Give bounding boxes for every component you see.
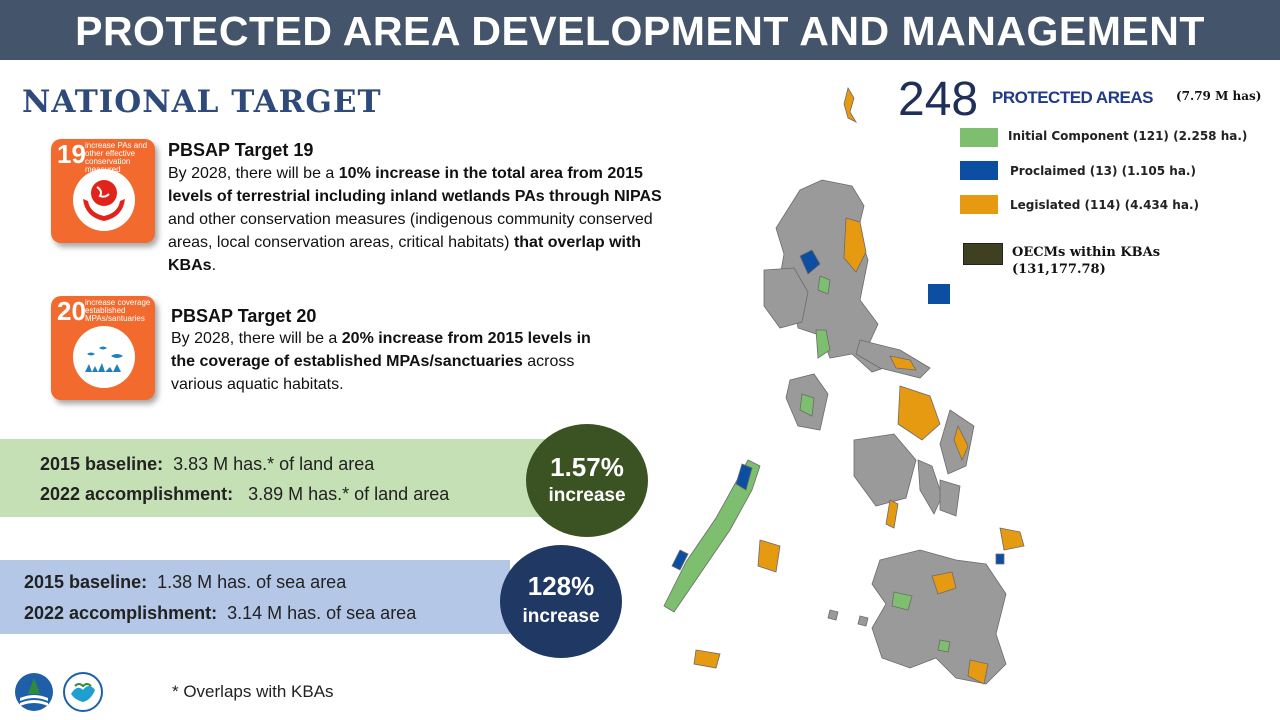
legend-swatch-legislated — [960, 195, 998, 214]
target-text-run: . — [211, 257, 217, 274]
legend-legislated: Legislated (114) (4.434 ha.) — [1010, 198, 1199, 212]
pa-count-label: PROTECTED AREAS — [992, 88, 1153, 107]
sea-baseline: 2015 baseline: 1.38 M has. of sea area — [24, 572, 347, 592]
land-increase-badge: 1.57% increase — [526, 424, 648, 537]
pa-area-total: (7.79 M has) — [1176, 89, 1262, 103]
land-stats-band — [0, 439, 560, 517]
section-heading: NATIONAL TARGET — [22, 84, 382, 120]
sea-percent: 128% — [527, 571, 595, 601]
target-text-run: 20% increase from 2015 levels in the cov… — [171, 330, 591, 370]
target-19-heading: PBSAP Target 19 — [168, 140, 314, 160]
legend-initial-component: Initial Component (121) (2.258 ha.) — [1008, 129, 1248, 143]
target-text-run: 10% increase in the total area from 2015… — [168, 165, 662, 205]
legend-oecm: OECMs within KBAs (131,177.78) — [1012, 245, 1161, 277]
sdg-number: 19 — [57, 139, 86, 169]
land-baseline: 2015 baseline: 3.83 M has.* of land area — [40, 454, 375, 474]
sea-increase-badge: 128% increase — [500, 545, 622, 658]
sdg-number: 20 — [57, 296, 86, 326]
legend-swatch-proclaimed — [960, 161, 998, 180]
land-accomplishment: 2022 accomplishment: 3.89 M has.* of lan… — [40, 484, 450, 504]
legend-swatch-initial — [960, 128, 998, 147]
denr-logo — [14, 672, 54, 712]
target-text-run: By 2028, there will be a — [171, 330, 342, 347]
target-text-run: that overlap with KBAs — [168, 234, 642, 274]
land-percent: 1.57% — [550, 452, 624, 482]
pa-count: 248 — [898, 73, 979, 126]
legend-proclaimed: Proclaimed (13) (1.105 ha.) — [1010, 164, 1196, 178]
sdg-target-20-icon: 20 increase coverage established MPAs/sa… — [51, 296, 155, 400]
page-title: PROTECTED AREA DEVELOPMENT AND MANAGEMEN… — [75, 8, 1205, 54]
sea-accomplishment: 2022 accomplishment: 3.14 M has. of sea … — [24, 603, 417, 623]
target-text-run: and other conservation measures (indigen… — [168, 211, 653, 251]
sdg-target-19-icon: 19 increase PAs and other effective cons… — [51, 139, 155, 243]
legend-swatch-oecm — [963, 243, 1003, 265]
target-text-run: across various aquatic habitats. — [171, 353, 575, 393]
globe-hands-icon — [73, 169, 135, 231]
title-bar — [0, 0, 1280, 60]
target-20-description: By 2028, there will be a 20% increase fr… — [171, 327, 601, 396]
footnote: * Overlaps with KBAs — [172, 682, 334, 701]
target-19-description: By 2028, there will be a 10% increase in… — [168, 162, 688, 277]
philippines-map — [663, 86, 1025, 685]
sea-percent-label: increase — [522, 606, 600, 627]
marine-life-icon — [73, 326, 135, 388]
land-percent-label: increase — [548, 485, 626, 506]
target-text-run: By 2028, there will be a — [168, 165, 339, 182]
sea-stats-band — [0, 560, 510, 634]
sdg-caption: increase coverage established MPAs/santu… — [85, 298, 151, 323]
target-20-heading: PBSAP Target 20 — [171, 306, 317, 326]
bmb-logo — [63, 672, 103, 712]
